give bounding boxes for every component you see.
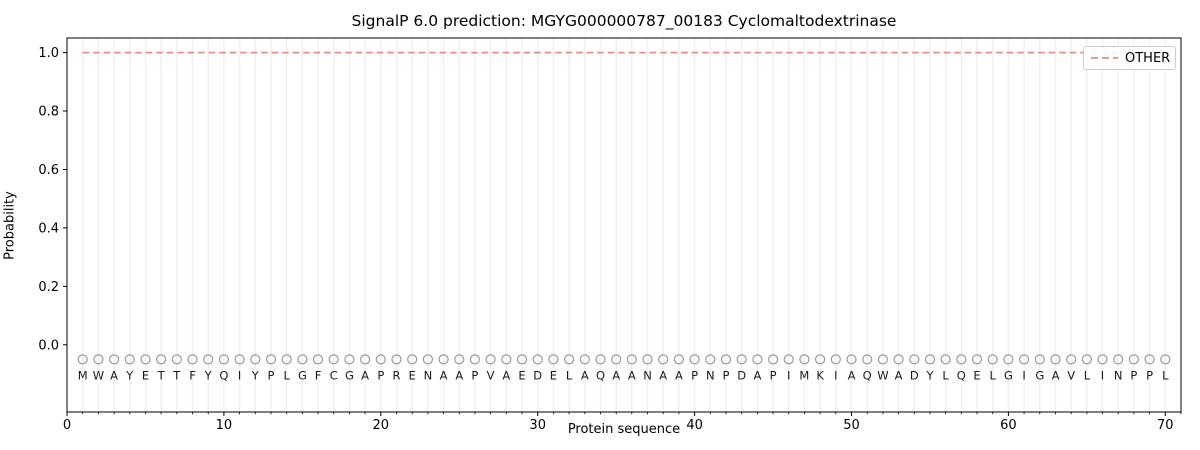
- svg-text:I: I: [787, 369, 790, 383]
- svg-text:A: A: [361, 369, 369, 383]
- x-axis-ticks: 0 10 20 30 40 50 60 70: [63, 412, 1174, 433]
- svg-text:T: T: [157, 369, 166, 383]
- svg-text:A: A: [581, 369, 589, 383]
- svg-text:P: P: [268, 369, 275, 383]
- svg-text:W: W: [93, 369, 104, 383]
- svg-text:D: D: [737, 369, 746, 383]
- svg-text:Q: Q: [219, 369, 228, 383]
- x-tick-label: 70: [1157, 418, 1174, 433]
- svg-text:Y: Y: [251, 369, 260, 383]
- svg-text:R: R: [393, 369, 401, 383]
- svg-text:G: G: [298, 369, 307, 383]
- x-tick-label: 40: [686, 418, 703, 433]
- svg-text:V: V: [487, 369, 495, 383]
- svg-text:P: P: [1146, 369, 1153, 383]
- svg-text:T: T: [172, 369, 181, 383]
- x-tick-label: 20: [373, 418, 390, 433]
- x-tick-label: 30: [529, 418, 546, 433]
- svg-text:A: A: [659, 369, 667, 383]
- svg-text:A: A: [612, 369, 620, 383]
- svg-text:C: C: [330, 369, 338, 383]
- svg-text:P: P: [770, 369, 777, 383]
- svg-text:L: L: [942, 369, 949, 383]
- svg-text:E: E: [142, 369, 149, 383]
- svg-text:M: M: [78, 369, 88, 383]
- svg-text:L: L: [283, 369, 290, 383]
- svg-text:L: L: [1084, 369, 1091, 383]
- svg-text:F: F: [189, 369, 196, 383]
- svg-text:I: I: [834, 369, 837, 383]
- legend-other-line-sample: [1091, 57, 1118, 59]
- svg-text:L: L: [989, 369, 996, 383]
- svg-text:N: N: [1114, 369, 1123, 383]
- x-axis-label: Protein sequence: [567, 422, 681, 437]
- svg-text:I: I: [238, 369, 241, 383]
- y-axis-label: Probability: [2, 191, 18, 260]
- svg-text:G: G: [345, 369, 354, 383]
- x-tick-label: 50: [843, 418, 860, 433]
- y-tick-label: 0.4: [38, 221, 59, 236]
- y-tick-label: 0.0: [38, 338, 59, 353]
- svg-text:P: P: [1130, 369, 1137, 383]
- svg-text:A: A: [440, 369, 448, 383]
- x-tick-label: 0: [63, 418, 71, 433]
- svg-text:E: E: [518, 369, 525, 383]
- svg-text:N: N: [643, 369, 652, 383]
- y-tick-label: 0.6: [38, 163, 59, 178]
- chart-title: SignalP 6.0 prediction: MGYG000000787_00…: [351, 12, 897, 30]
- svg-text:P: P: [723, 369, 730, 383]
- y-tick-label: 1.0: [38, 46, 59, 61]
- svg-text:A: A: [110, 369, 118, 383]
- svg-text:Q: Q: [863, 369, 872, 383]
- svg-text:L: L: [566, 369, 573, 383]
- svg-text:P: P: [377, 369, 384, 383]
- gridlines: [81, 38, 1167, 412]
- svg-text:E: E: [973, 369, 980, 383]
- svg-text:P: P: [471, 369, 478, 383]
- svg-text:A: A: [455, 369, 463, 383]
- svg-text:Q: Q: [596, 369, 605, 383]
- x-tick-label: 10: [216, 418, 233, 433]
- svg-text:E: E: [550, 369, 557, 383]
- y-axis-ticks: 0.0 0.2 0.4 0.6 0.8 1.0: [38, 46, 67, 353]
- svg-text:A: A: [895, 369, 903, 383]
- svg-text:A: A: [502, 369, 510, 383]
- svg-text:Q: Q: [957, 369, 966, 383]
- svg-text:G: G: [1004, 369, 1013, 383]
- y-tick-label: 0.8: [38, 105, 59, 120]
- svg-text:A: A: [628, 369, 636, 383]
- svg-text:D: D: [910, 369, 919, 383]
- svg-text:N: N: [706, 369, 715, 383]
- svg-text:Y: Y: [125, 369, 134, 383]
- svg-text:W: W: [877, 369, 888, 383]
- svg-text:A: A: [675, 369, 683, 383]
- svg-text:D: D: [533, 369, 542, 383]
- svg-text:G: G: [1035, 369, 1044, 383]
- svg-text:N: N: [424, 369, 433, 383]
- svg-text:V: V: [1067, 369, 1075, 383]
- svg-text:A: A: [1052, 369, 1060, 383]
- svg-text:P: P: [691, 369, 698, 383]
- svg-text:E: E: [409, 369, 416, 383]
- svg-text:I: I: [1022, 369, 1025, 383]
- svg-text:Y: Y: [204, 369, 213, 383]
- svg-text:K: K: [816, 369, 824, 383]
- svg-text:L: L: [1162, 369, 1169, 383]
- svg-text:Y: Y: [925, 369, 934, 383]
- svg-text:F: F: [315, 369, 322, 383]
- residue-markers: [77, 354, 1171, 365]
- svg-text:A: A: [753, 369, 761, 383]
- legend: OTHER: [1083, 46, 1176, 70]
- svg-text:A: A: [848, 369, 856, 383]
- legend-other-label: OTHER: [1125, 50, 1171, 66]
- x-axis-minor-ticks: [82, 412, 1182, 415]
- y-tick-label: 0.2: [38, 280, 59, 295]
- x-tick-label: 60: [1000, 418, 1017, 433]
- plot-border: [66, 37, 1182, 413]
- svg-text:I: I: [1101, 369, 1104, 383]
- svg-text:M: M: [799, 369, 809, 383]
